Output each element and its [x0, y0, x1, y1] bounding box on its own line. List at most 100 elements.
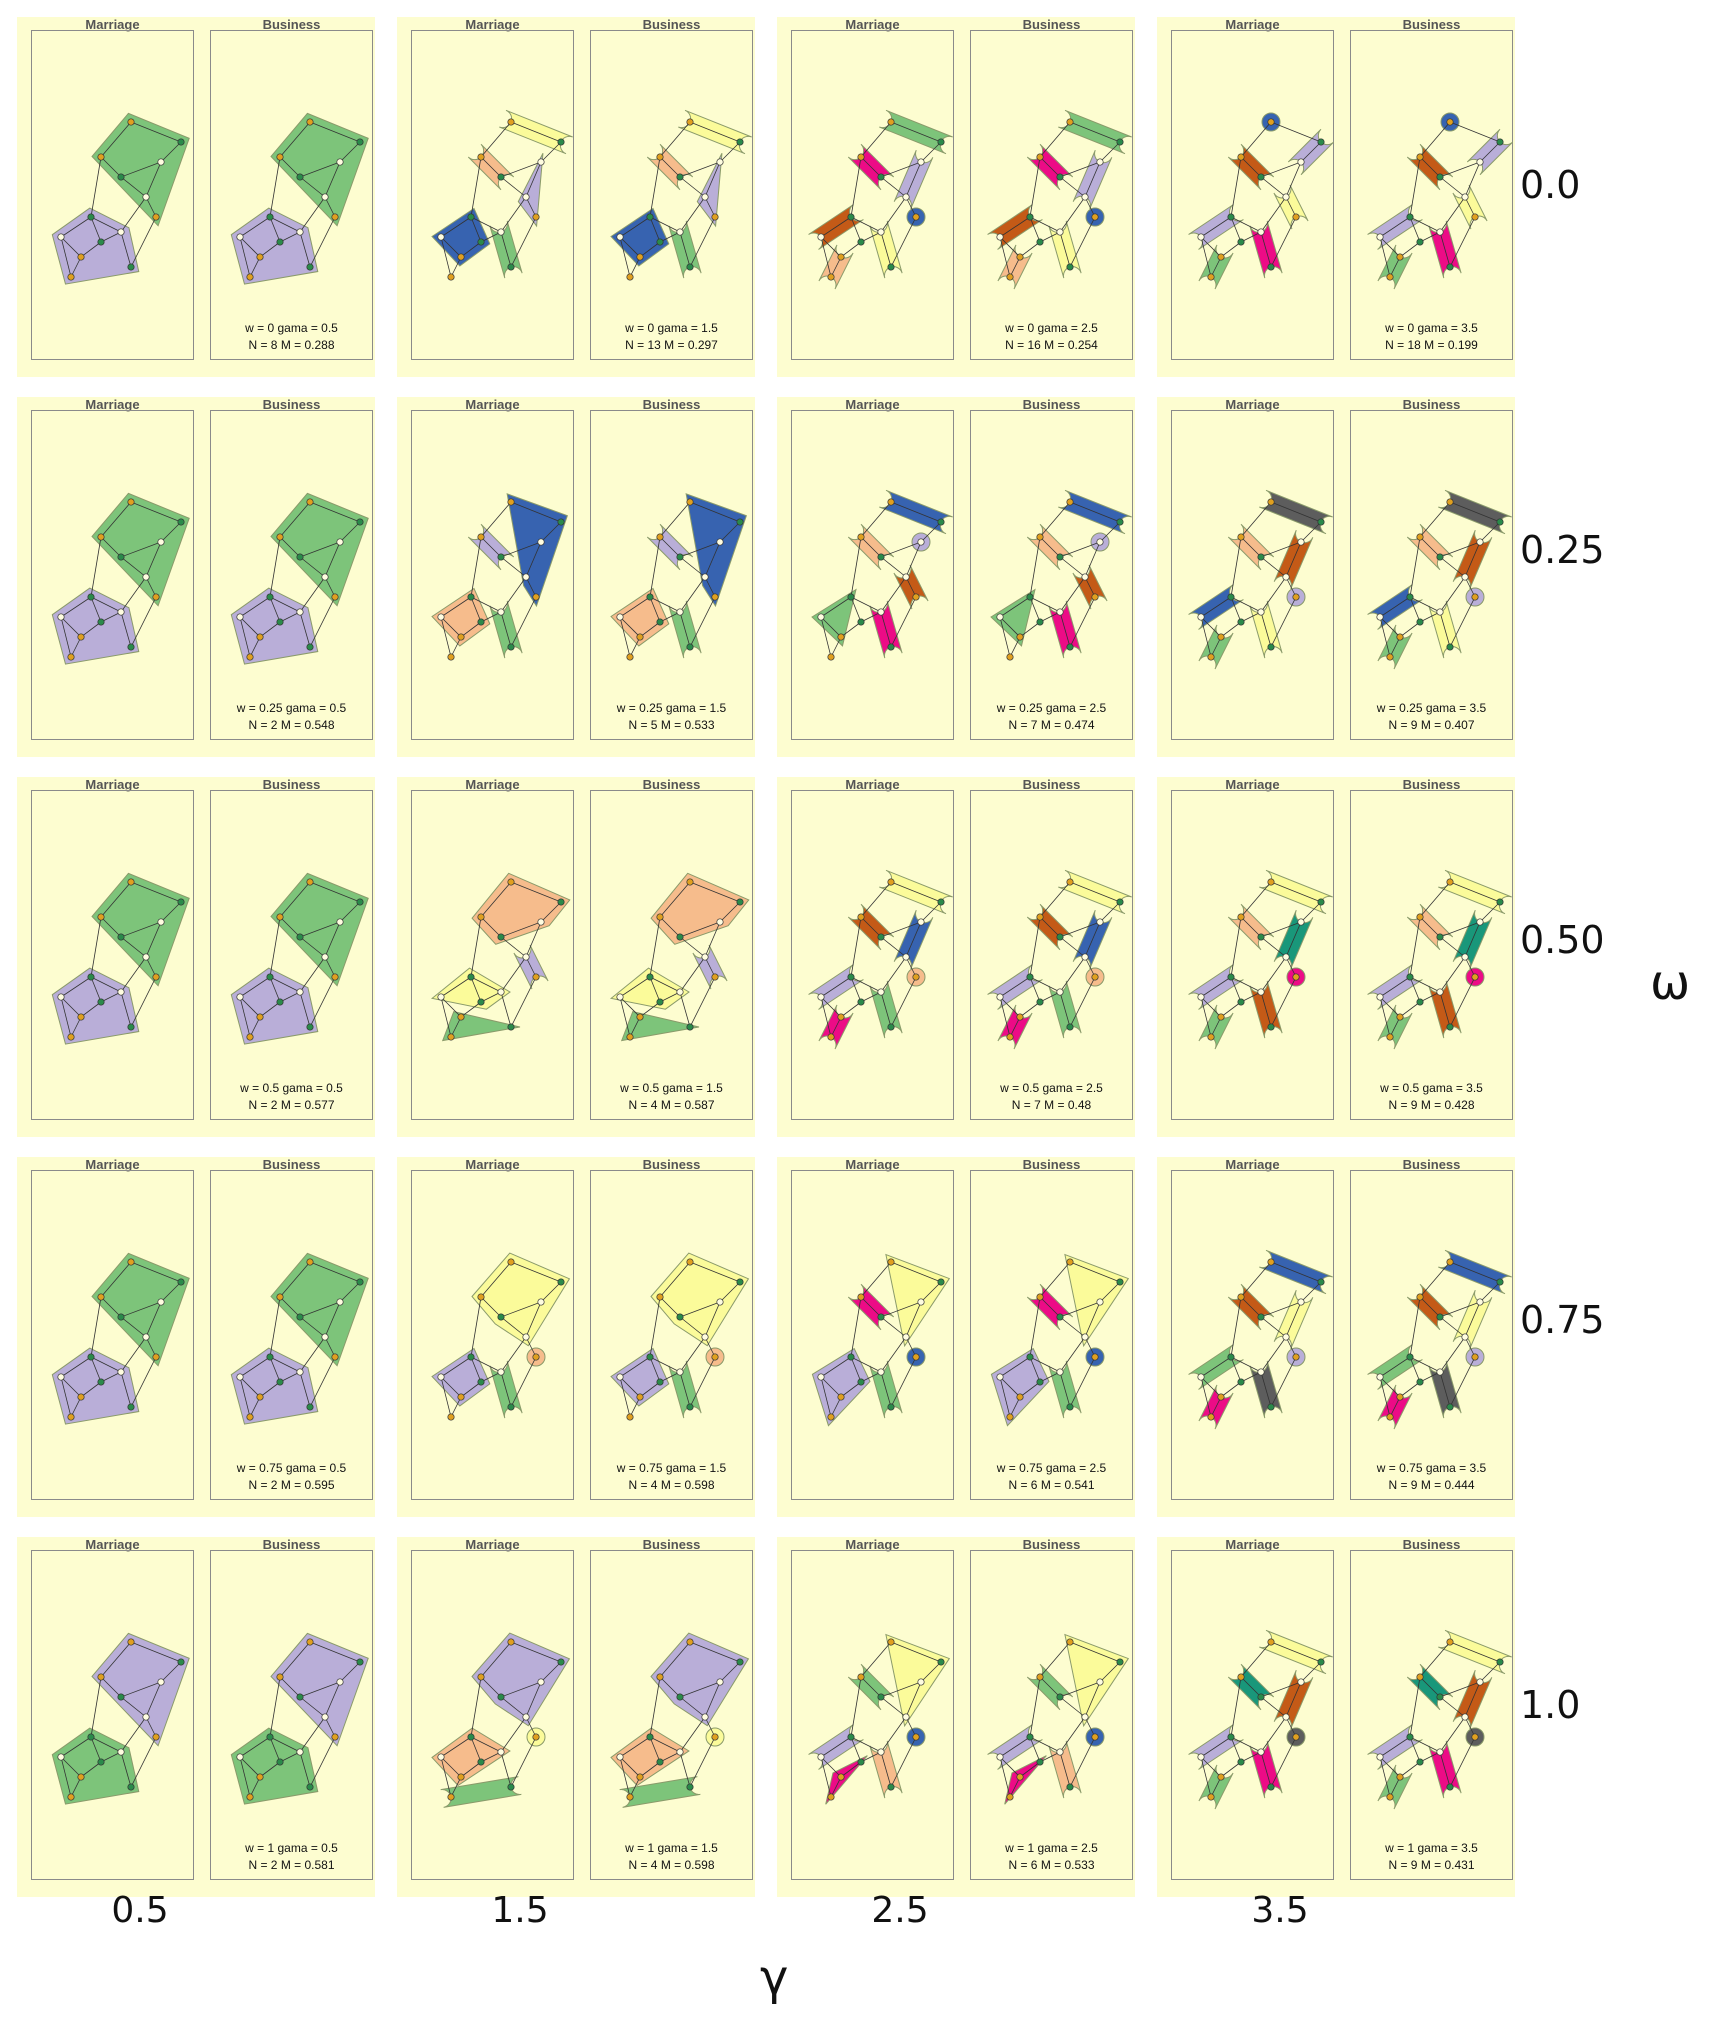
- network-drawing: [431, 109, 752, 281]
- network-edge-marriage-15: [880, 1336, 907, 1373]
- network-edge-marriage-8: [120, 176, 147, 198]
- network-node-business-3: [1096, 1678, 1104, 1686]
- network-node-business-2: [1496, 1658, 1504, 1666]
- network-node-business-14: [1066, 1783, 1074, 1791]
- network-edge-business-15: [1439, 196, 1466, 233]
- network-node-marriage-4: [97, 1673, 105, 1681]
- network-edge-business-12: [1399, 1001, 1421, 1018]
- network-node-marriage-8: [467, 1353, 475, 1361]
- network-node-marriage-6: [522, 193, 530, 201]
- network-edge-business-7: [704, 1336, 716, 1358]
- network-edge-business-18: [299, 1751, 311, 1788]
- business-title: Business: [262, 17, 321, 32]
- network-node-business-11: [1416, 618, 1424, 626]
- network-node-marriage-10: [837, 1773, 845, 1781]
- network-node-business-8: [1026, 213, 1034, 221]
- network-node-business-10: [1396, 253, 1404, 261]
- network-edge-business-4: [659, 1296, 681, 1318]
- network-node-business-10: [256, 1393, 264, 1401]
- community-hull-business-1: [1064, 1633, 1130, 1728]
- network-drawing: [51, 872, 369, 1045]
- network-node-business-5: [1436, 553, 1444, 561]
- network-node-business-7: [331, 1733, 339, 1741]
- network-node-marriage-14: [507, 643, 515, 651]
- network-edge-marriage-4: [100, 156, 122, 178]
- network-node-business-5: [296, 173, 304, 181]
- network-edge-marriage-18: [500, 231, 512, 268]
- tile-w3-g1: Marriage Business w = 0.75 gama = 1.5 N = 4…: [397, 1157, 755, 1517]
- network-edge-marriage-11: [60, 996, 82, 1018]
- network-edge-marriage-9: [90, 1676, 102, 1738]
- business-panel: [210, 30, 373, 360]
- network-edge-business-11: [1379, 996, 1401, 1018]
- network-node-business-8: [646, 1353, 654, 1361]
- network-node-business-9: [616, 1753, 624, 1761]
- network-edge-business-1: [309, 1261, 361, 1283]
- network-node-business-14: [686, 1783, 694, 1791]
- network-edge-marriage-15: [500, 1716, 527, 1753]
- network-edge-business-17: [619, 1756, 631, 1798]
- network-edge-marriage-10: [440, 1736, 472, 1758]
- network-edge-business-13: [269, 216, 281, 243]
- network-edge-marriage-18: [500, 1751, 512, 1788]
- network-node-business-12: [296, 1368, 304, 1376]
- network-edge-marriage-3: [100, 121, 132, 158]
- network-edge-business-14: [1419, 1751, 1441, 1763]
- network-node-marriage-10: [837, 633, 845, 641]
- network-edge-marriage-9: [90, 1296, 102, 1358]
- network-edge-business-19: [309, 1356, 336, 1408]
- network-node-business-10: [1396, 1393, 1404, 1401]
- network-node-business-14: [1066, 1403, 1074, 1411]
- network-edge-marriage-9: [1230, 1296, 1242, 1358]
- network-edge-business-18: [1059, 1751, 1071, 1788]
- network-edge-business-15: [299, 1336, 326, 1373]
- network-edge-business-9: [649, 1296, 661, 1358]
- network-edge-marriage-18: [120, 231, 132, 268]
- network-node-marriage-4: [477, 1293, 485, 1301]
- network-edge-business-11: [1379, 1756, 1401, 1778]
- marriage-title: Marriage: [845, 1537, 900, 1552]
- network-edge-business-2: [339, 521, 361, 543]
- network-edge-business-8: [679, 176, 706, 198]
- network-node-business-12: [296, 988, 304, 996]
- network-edge-marriage-4: [1240, 1296, 1262, 1318]
- network-node-marriage-8: [467, 213, 475, 221]
- network-edge-business-16: [1009, 1776, 1021, 1798]
- network-node-business-2: [1496, 138, 1504, 146]
- network-edge-marriage-7: [905, 196, 917, 218]
- network-node-marriage-7: [912, 593, 920, 601]
- network-node-business-10: [256, 1013, 264, 1021]
- network-edge-marriage-9: [90, 916, 102, 978]
- network-node-marriage-8: [1227, 1353, 1235, 1361]
- network-edge-business-18: [1059, 231, 1071, 268]
- network-edge-business-4: [659, 156, 681, 178]
- network-edge-business-9: [1409, 536, 1421, 598]
- network-edge-business-8: [299, 936, 326, 958]
- network-node-marriage-13: [827, 1413, 835, 1421]
- network-edge-business-16: [249, 1016, 261, 1038]
- network-edge-marriage-1: [130, 501, 182, 523]
- network-edge-marriage-3: [1240, 1641, 1272, 1678]
- network-node-business-13: [1386, 1413, 1394, 1421]
- network-edge-marriage-2: [920, 1281, 942, 1303]
- network-node-business-10: [636, 253, 644, 261]
- network-node-business-5: [1056, 1313, 1064, 1321]
- network-node-business-7: [331, 213, 339, 221]
- network-node-marriage-7: [152, 593, 160, 601]
- network-edge-business-3: [659, 121, 691, 158]
- network-edge-marriage-13: [1230, 976, 1242, 1003]
- network-node-marriage-1: [127, 1258, 135, 1266]
- network-edge-marriage-18: [120, 991, 132, 1028]
- network-edge-marriage-17: [60, 996, 72, 1038]
- network-node-business-9: [996, 233, 1004, 241]
- network-node-marriage-14: [127, 1783, 135, 1791]
- network-node-marriage-14: [887, 643, 895, 651]
- network-edge-business-6: [1084, 921, 1101, 958]
- network-node-business-8: [1406, 973, 1414, 981]
- network-edge-business-7: [324, 1336, 336, 1358]
- network-edge-business-1: [689, 501, 741, 523]
- network-edge-business-8: [1059, 1316, 1086, 1338]
- marriage-panel: [31, 30, 194, 360]
- network-edge-business-8: [1059, 176, 1086, 198]
- network-node-business-4: [1416, 1673, 1424, 1681]
